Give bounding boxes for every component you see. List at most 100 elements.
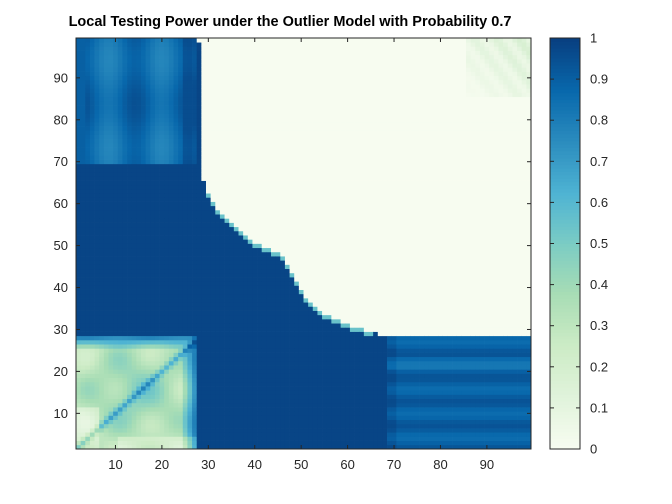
heatmap-cell [275, 88, 281, 93]
heatmap-cell [136, 193, 142, 198]
heatmap-cell [85, 331, 91, 337]
heatmap-cell [154, 214, 160, 219]
heatmap-cell [192, 348, 198, 353]
heatmap-cell [294, 92, 300, 98]
heatmap-cell [187, 264, 193, 270]
heatmap-cell [308, 377, 314, 383]
heatmap-cell [261, 369, 267, 374]
heatmap-cell [117, 440, 123, 446]
heatmap-cell [182, 214, 188, 219]
heatmap-cell [284, 298, 290, 303]
heatmap-cell [294, 268, 300, 274]
heatmap-cell [99, 230, 105, 236]
heatmap-cell [215, 209, 221, 215]
heatmap-cell [168, 243, 174, 249]
heatmap-cell [289, 272, 295, 278]
heatmap-cell [159, 163, 165, 169]
heatmap-cell [164, 42, 170, 47]
heatmap-cell [85, 50, 91, 56]
heatmap-cell [103, 285, 109, 290]
heatmap-cell [257, 260, 263, 265]
heatmap-cell [196, 155, 202, 160]
heatmap-cell [80, 432, 86, 437]
heatmap-cell [131, 159, 137, 165]
heatmap-cell [219, 373, 225, 379]
heatmap-cell [113, 419, 119, 425]
heatmap-cell [219, 335, 225, 341]
heatmap-cell [229, 331, 235, 337]
heatmap-cell [182, 339, 188, 345]
heatmap-cell [127, 239, 133, 244]
heatmap-cell [271, 339, 276, 345]
heatmap-cell [233, 293, 239, 299]
heatmap-cell [243, 226, 249, 232]
heatmap-cell [294, 398, 300, 404]
heatmap-cell [103, 159, 109, 165]
heatmap-cell [122, 239, 128, 244]
heatmap-cell [303, 390, 309, 395]
heatmap-cell [173, 260, 179, 265]
heatmap-cell [187, 327, 193, 332]
heatmap-cell [257, 369, 263, 374]
heatmap-cell [103, 373, 109, 379]
heatmap-cell [187, 281, 193, 286]
heatmap-cell [229, 356, 235, 362]
heatmap-cell [229, 88, 235, 93]
heatmap-cell [127, 88, 133, 93]
heatmap-cell [94, 214, 100, 219]
heatmap-cell [187, 306, 193, 311]
heatmap-cell [159, 377, 165, 383]
heatmap-cell [275, 184, 281, 190]
heatmap-cell [219, 289, 225, 295]
heatmap-cell [182, 440, 188, 446]
heatmap-cell [127, 50, 133, 56]
heatmap-cell [94, 369, 100, 374]
heatmap-cell [159, 46, 165, 51]
heatmap-cell [201, 130, 207, 135]
heatmap-cell [229, 289, 235, 295]
heatmap-cell [247, 423, 253, 429]
heatmap-cell [215, 201, 221, 207]
heatmap-cell [145, 386, 151, 391]
heatmap-cell [76, 436, 81, 441]
heatmap-cell [99, 130, 105, 135]
heatmap-cell [284, 193, 290, 198]
heatmap-cell [159, 63, 165, 68]
heatmap-cell [275, 71, 281, 77]
heatmap-cell [113, 251, 119, 257]
heatmap-cell [206, 180, 211, 186]
heatmap-cell [298, 423, 304, 429]
heatmap-cell [257, 155, 263, 160]
heatmap-cell [233, 310, 239, 316]
heatmap-cell [89, 96, 95, 102]
heatmap-cell [159, 356, 165, 362]
heatmap-cell [192, 398, 198, 404]
heatmap-cell [108, 398, 114, 404]
heatmap-cell [196, 323, 202, 328]
heatmap-cell [243, 105, 249, 110]
heatmap-cell [187, 209, 193, 215]
heatmap-cell [257, 436, 263, 441]
heatmap-cell [266, 84, 272, 89]
heatmap-cell [168, 348, 174, 353]
heatmap-cell [108, 71, 114, 77]
heatmap-cell [178, 138, 184, 144]
heatmap-cell [206, 109, 211, 114]
heatmap-cell [308, 365, 314, 370]
heatmap-cell [261, 302, 267, 307]
heatmap-cell [99, 310, 105, 316]
heatmap-cell [117, 163, 123, 169]
heatmap-cell [145, 100, 151, 106]
heatmap-cell [219, 428, 225, 433]
heatmap-cell [131, 180, 137, 186]
heatmap-cell [182, 151, 188, 156]
heatmap-cell [159, 407, 165, 412]
heatmap-cell [243, 377, 249, 383]
heatmap-cell [141, 67, 146, 72]
heatmap-cell [154, 293, 160, 299]
heatmap-cell [178, 42, 184, 47]
heatmap-cell [196, 184, 202, 190]
heatmap-cell [294, 272, 300, 278]
heatmap-cell [280, 243, 286, 249]
heatmap-cell [80, 348, 86, 353]
